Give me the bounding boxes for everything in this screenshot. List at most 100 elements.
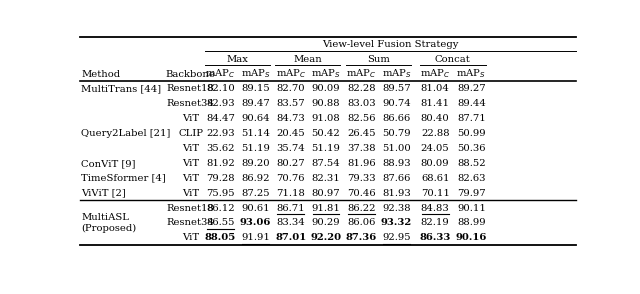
Text: ViT: ViT bbox=[182, 174, 199, 183]
Text: 83.03: 83.03 bbox=[347, 99, 376, 108]
Text: ViViT [2]: ViViT [2] bbox=[81, 189, 125, 198]
Text: 89.47: 89.47 bbox=[241, 99, 270, 108]
Text: 82.10: 82.10 bbox=[206, 84, 235, 93]
Text: 81.41: 81.41 bbox=[420, 99, 450, 108]
Text: 89.20: 89.20 bbox=[241, 159, 270, 168]
Text: 92.95: 92.95 bbox=[382, 233, 411, 242]
Text: 51.19: 51.19 bbox=[312, 144, 340, 153]
Text: 86.92: 86.92 bbox=[241, 174, 270, 183]
Text: 22.88: 22.88 bbox=[421, 129, 449, 138]
Text: 86.33: 86.33 bbox=[419, 233, 451, 242]
Text: 81.96: 81.96 bbox=[347, 159, 376, 168]
Text: Mean: Mean bbox=[294, 55, 323, 64]
Text: 80.09: 80.09 bbox=[421, 159, 449, 168]
Text: 90.64: 90.64 bbox=[241, 114, 270, 123]
Text: Resnet18: Resnet18 bbox=[166, 84, 214, 93]
Text: 88.99: 88.99 bbox=[457, 218, 486, 228]
Text: Max: Max bbox=[227, 55, 248, 64]
Text: 81.04: 81.04 bbox=[420, 84, 449, 93]
Text: 87.71: 87.71 bbox=[457, 114, 486, 123]
Text: 80.27: 80.27 bbox=[276, 159, 305, 168]
Text: 86.06: 86.06 bbox=[347, 218, 376, 228]
Text: 82.70: 82.70 bbox=[276, 84, 305, 93]
Text: Resnet34: Resnet34 bbox=[166, 218, 214, 228]
Text: 88.93: 88.93 bbox=[382, 159, 411, 168]
Text: 84.73: 84.73 bbox=[276, 114, 305, 123]
Text: 89.15: 89.15 bbox=[241, 84, 270, 93]
Text: 80.97: 80.97 bbox=[312, 189, 340, 198]
Text: mAP$_S$: mAP$_S$ bbox=[311, 68, 341, 80]
Text: 88.52: 88.52 bbox=[457, 159, 486, 168]
Text: 86.71: 86.71 bbox=[276, 203, 305, 213]
Text: 81.92: 81.92 bbox=[206, 159, 235, 168]
Text: MultiASL
(Proposed): MultiASL (Proposed) bbox=[81, 213, 136, 233]
Text: 82.93: 82.93 bbox=[206, 99, 235, 108]
Text: 90.61: 90.61 bbox=[241, 203, 270, 213]
Text: 68.61: 68.61 bbox=[421, 174, 449, 183]
Text: 82.63: 82.63 bbox=[457, 174, 486, 183]
Text: 87.54: 87.54 bbox=[312, 159, 340, 168]
Text: 79.28: 79.28 bbox=[206, 174, 235, 183]
Text: 89.57: 89.57 bbox=[382, 84, 411, 93]
Text: 84.47: 84.47 bbox=[206, 114, 235, 123]
Text: ViT: ViT bbox=[182, 114, 199, 123]
Text: 90.74: 90.74 bbox=[382, 99, 411, 108]
Text: 91.08: 91.08 bbox=[312, 114, 340, 123]
Text: mAP$_C$: mAP$_C$ bbox=[205, 68, 236, 80]
Text: 86.66: 86.66 bbox=[382, 114, 411, 123]
Text: Query2Label [21]: Query2Label [21] bbox=[81, 129, 170, 138]
Text: 26.45: 26.45 bbox=[347, 129, 376, 138]
Text: 79.33: 79.33 bbox=[347, 174, 376, 183]
Text: 91.81: 91.81 bbox=[312, 203, 340, 213]
Text: 50.99: 50.99 bbox=[457, 129, 486, 138]
Text: 90.29: 90.29 bbox=[312, 218, 340, 228]
Text: 50.36: 50.36 bbox=[457, 144, 486, 153]
Text: 87.25: 87.25 bbox=[241, 189, 270, 198]
Text: 86.22: 86.22 bbox=[347, 203, 376, 213]
Text: 82.28: 82.28 bbox=[347, 84, 376, 93]
Text: 79.97: 79.97 bbox=[457, 189, 486, 198]
Text: 80.40: 80.40 bbox=[420, 114, 449, 123]
Text: ViT: ViT bbox=[182, 144, 199, 153]
Text: ViT: ViT bbox=[182, 159, 199, 168]
Text: mAP$_S$: mAP$_S$ bbox=[241, 68, 271, 80]
Text: mAP$_S$: mAP$_S$ bbox=[456, 68, 486, 80]
Text: 50.79: 50.79 bbox=[382, 129, 411, 138]
Text: 50.42: 50.42 bbox=[312, 129, 340, 138]
Text: 81.93: 81.93 bbox=[382, 189, 411, 198]
Text: 91.91: 91.91 bbox=[241, 233, 270, 242]
Text: mAP$_C$: mAP$_C$ bbox=[420, 68, 451, 80]
Text: 83.34: 83.34 bbox=[276, 218, 305, 228]
Text: 89.44: 89.44 bbox=[457, 99, 486, 108]
Text: 92.20: 92.20 bbox=[310, 233, 342, 242]
Text: 37.38: 37.38 bbox=[347, 144, 376, 153]
Text: 35.62: 35.62 bbox=[206, 144, 235, 153]
Text: TimeSformer [4]: TimeSformer [4] bbox=[81, 174, 166, 183]
Text: 86.12: 86.12 bbox=[206, 203, 235, 213]
Text: 82.56: 82.56 bbox=[347, 114, 376, 123]
Text: 84.83: 84.83 bbox=[420, 203, 449, 213]
Text: 93.32: 93.32 bbox=[381, 218, 412, 228]
Text: 86.55: 86.55 bbox=[206, 218, 235, 228]
Text: 75.95: 75.95 bbox=[206, 189, 235, 198]
Text: ViT: ViT bbox=[182, 233, 199, 242]
Text: 90.11: 90.11 bbox=[457, 203, 486, 213]
Text: Sum: Sum bbox=[367, 55, 390, 64]
Text: 51.19: 51.19 bbox=[241, 144, 270, 153]
Text: 90.88: 90.88 bbox=[312, 99, 340, 108]
Text: 87.36: 87.36 bbox=[346, 233, 377, 242]
Text: ConViT [9]: ConViT [9] bbox=[81, 159, 136, 168]
Text: 89.27: 89.27 bbox=[457, 84, 486, 93]
Text: 93.06: 93.06 bbox=[240, 218, 271, 228]
Text: 83.57: 83.57 bbox=[276, 99, 305, 108]
Text: 82.19: 82.19 bbox=[420, 218, 449, 228]
Text: mAP$_S$: mAP$_S$ bbox=[381, 68, 412, 80]
Text: Resnet18: Resnet18 bbox=[166, 203, 214, 213]
Text: Backbone: Backbone bbox=[166, 69, 216, 78]
Text: 51.14: 51.14 bbox=[241, 129, 270, 138]
Text: 70.11: 70.11 bbox=[420, 189, 449, 198]
Text: 82.31: 82.31 bbox=[312, 174, 340, 183]
Text: Resnet34: Resnet34 bbox=[166, 99, 214, 108]
Text: 70.46: 70.46 bbox=[347, 189, 376, 198]
Text: Method: Method bbox=[81, 69, 120, 78]
